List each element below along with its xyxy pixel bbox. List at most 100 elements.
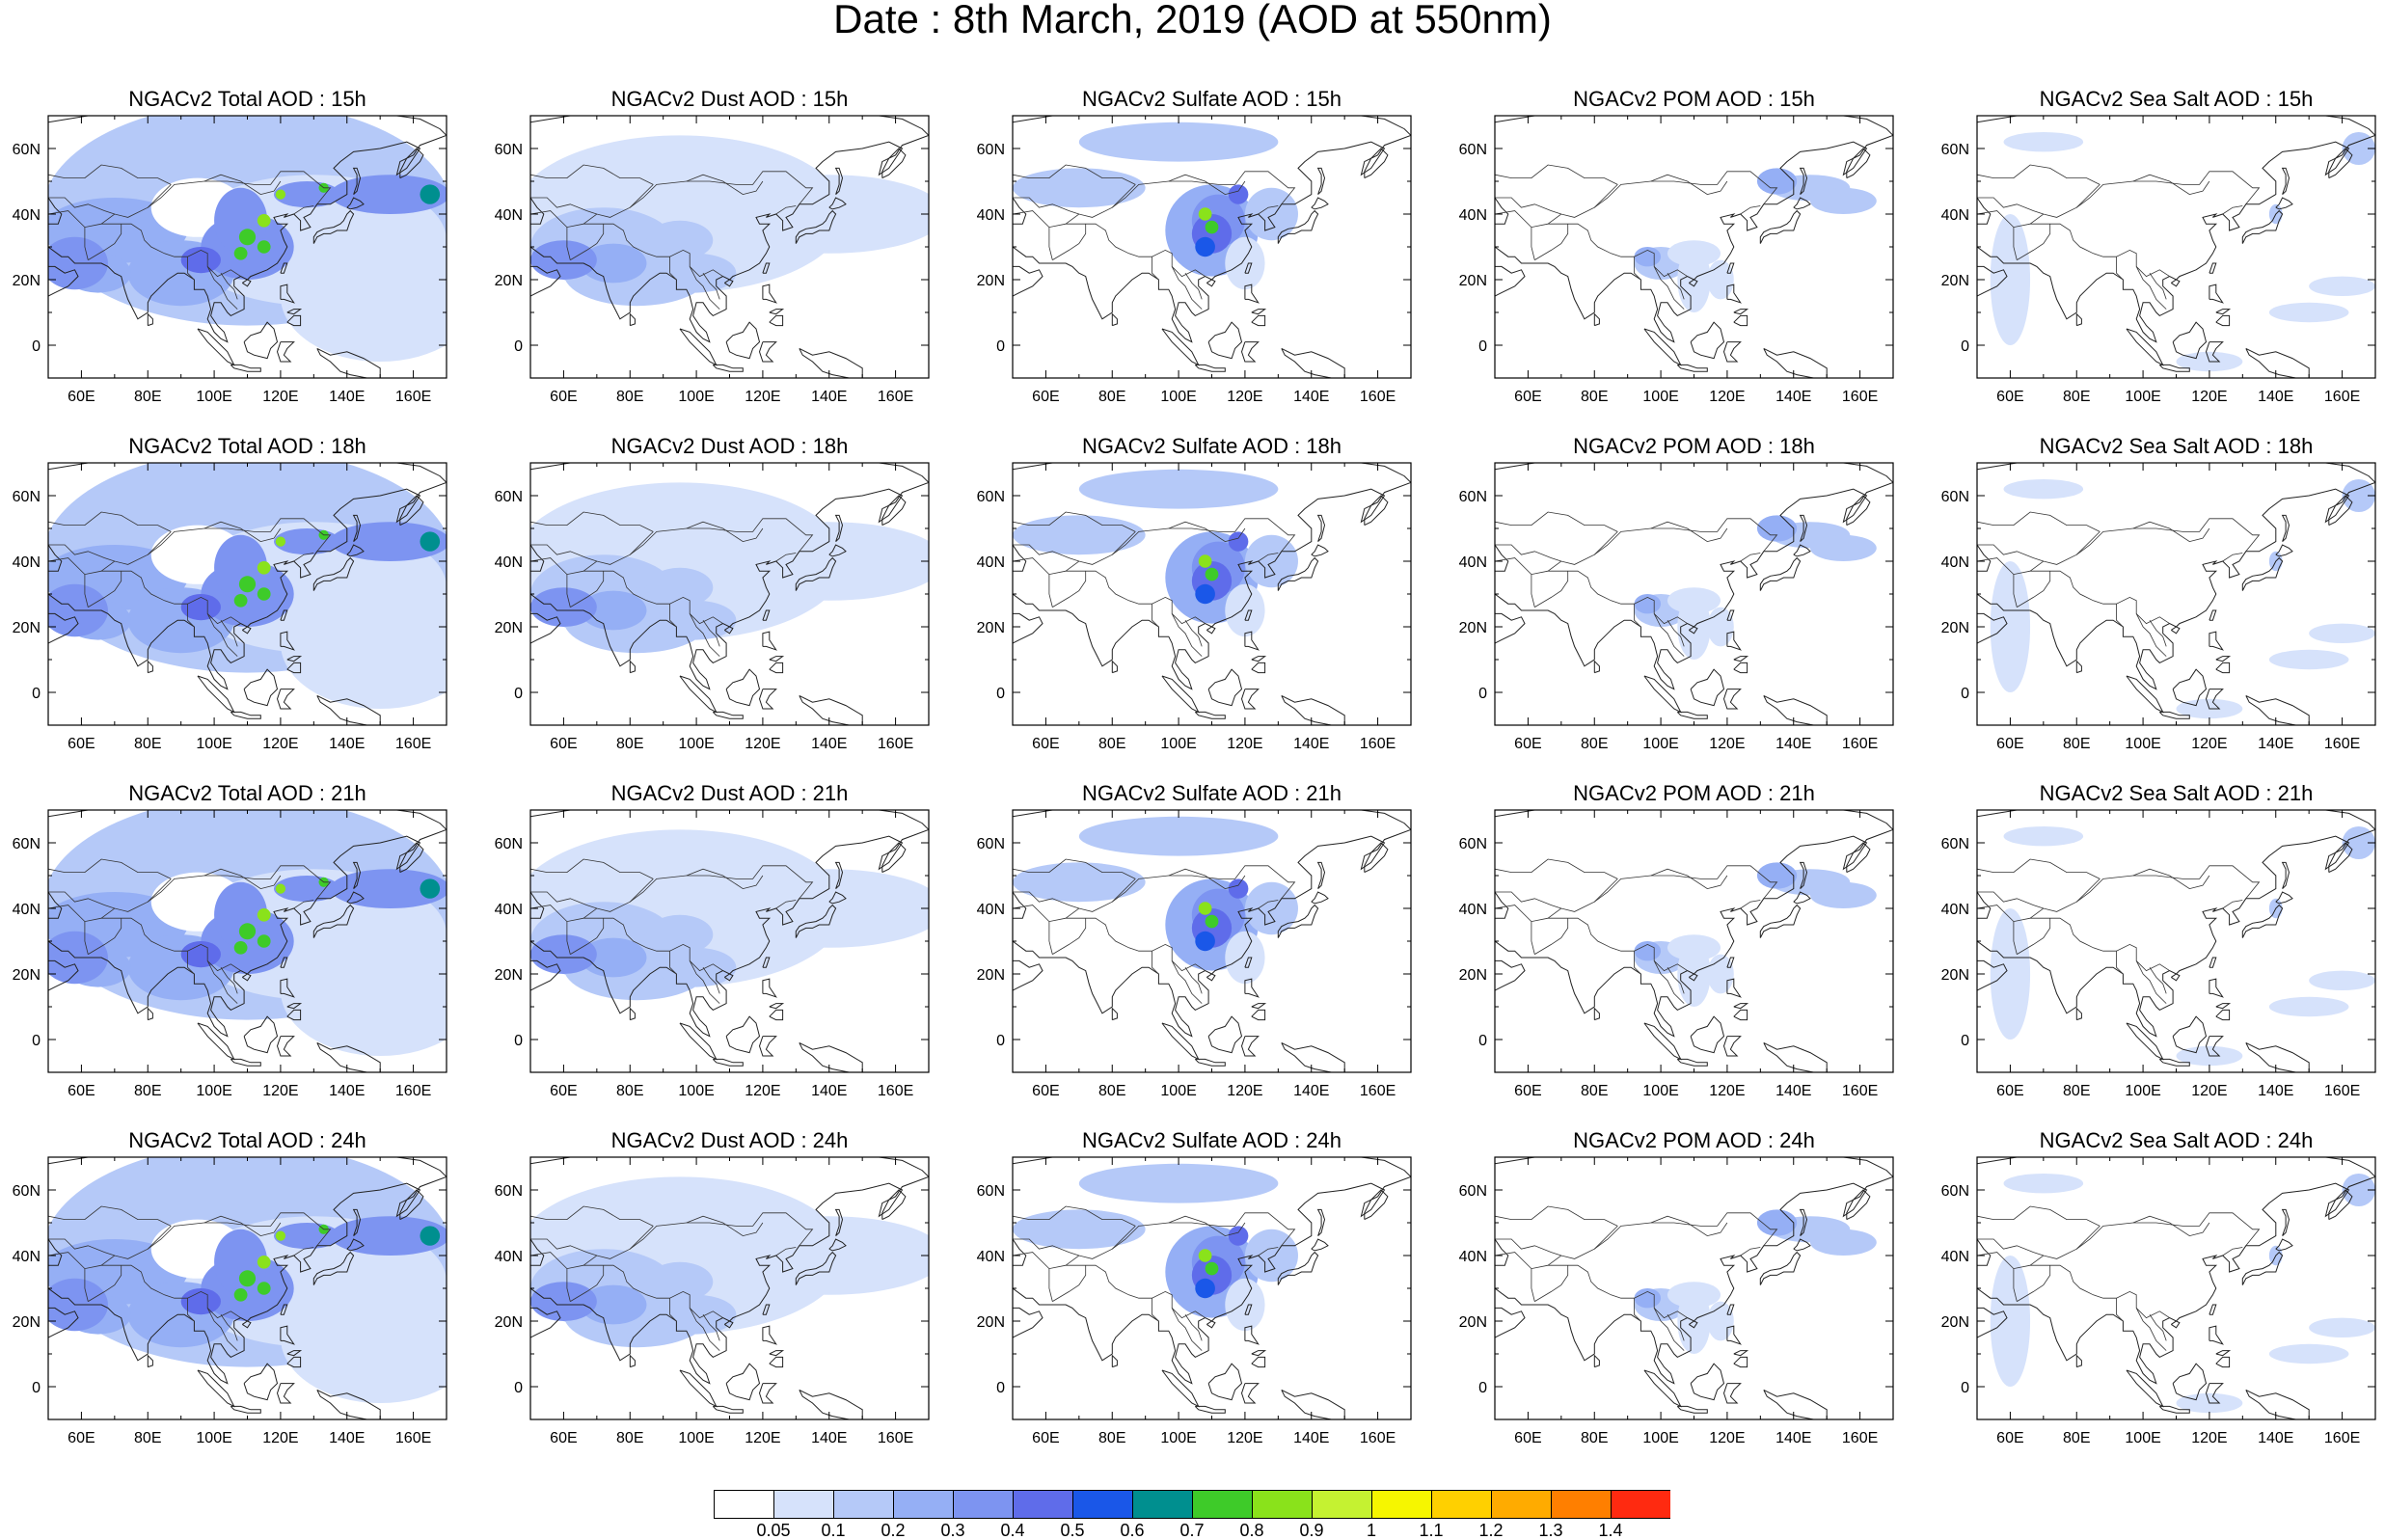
colorbar-tick-label: 1.1: [1419, 1521, 1444, 1540]
coastline-layer: [1977, 463, 2375, 725]
lat-tick-label: 60N: [1941, 1183, 1969, 1200]
lat-tick-label: 60N: [1459, 836, 1487, 852]
aod-map: 60E 80E 100E 120E 140E 160E 60N 40N 20N 0: [13, 1156, 447, 1446]
aod-shade-region: [530, 1282, 597, 1321]
aod-shade-region: [1228, 531, 1249, 552]
aod-map: 60E 80E 100E 120E 140E 160E 60N 40N 20N 0: [1459, 1156, 1894, 1446]
lon-tick-label: 100E: [678, 1083, 714, 1099]
lon-tick-label: 80E: [616, 736, 643, 752]
aod-shade-region: [1809, 534, 1877, 561]
lat-tick-label: 20N: [13, 967, 41, 984]
aod-shade-region: [2003, 1174, 2084, 1194]
lat-tick-label: 20N: [977, 1314, 1005, 1331]
aod-shade-region: [330, 869, 447, 908]
aod-shade-region: [1228, 184, 1249, 204]
aod-map: 60E 80E 100E 120E 140E 160E 60N 40N 20N 0: [1941, 115, 2376, 405]
lon-tick-label: 60E: [1032, 1430, 1059, 1446]
coastline-layer: [1977, 1157, 2375, 1419]
aod-shade-region: [1013, 168, 1146, 208]
country-borders-layer: [48, 511, 332, 657]
aod-shade-region: [646, 567, 714, 608]
aod-map: 60E 80E 100E 120E 140E 160E 60N 40N 20N 0: [977, 1156, 1412, 1446]
coastline-layer: [48, 116, 447, 378]
coastline-layer: [1495, 1157, 1893, 1419]
lat-tick-label: 40N: [495, 207, 523, 224]
lon-tick-label: 160E: [878, 389, 913, 405]
lon-tick-label: 160E: [1842, 389, 1878, 405]
panel-title: NGACv2 POM AOD : 21h: [1573, 781, 1815, 805]
lon-tick-label: 80E: [616, 1083, 643, 1099]
aod-shade-region: [420, 878, 441, 899]
lon-tick-label: 80E: [1581, 736, 1608, 752]
lat-tick-label: 40N: [977, 207, 1005, 224]
aod-map: 60E 80E 100E 120E 140E 160E 60N 40N 20N 0: [495, 809, 930, 1099]
lon-tick-label: 160E: [1360, 1083, 1396, 1099]
lon-tick-label: 120E: [1227, 1430, 1262, 1446]
aod-shade-region: [1244, 1229, 1298, 1283]
aod-shade-region: [1195, 236, 1215, 257]
lat-tick-label: 20N: [495, 967, 523, 984]
lon-tick-label: 160E: [1842, 1430, 1878, 1446]
colorbar-tick-label: 0.4: [1000, 1521, 1025, 1540]
coastline-layer: [1977, 810, 2375, 1072]
lon-tick-label: 100E: [196, 389, 231, 405]
colorbar-swatch: [1192, 1490, 1253, 1519]
lat-tick-label: 0: [1961, 686, 1969, 702]
country-borders-layer: [1495, 511, 1778, 657]
lon-tick-label: 120E: [262, 736, 298, 752]
coastline-layer: [1013, 116, 1411, 378]
aod-shade-region: [1225, 236, 1265, 290]
lat-tick-label: 20N: [1459, 1314, 1487, 1331]
map-panel: NGACv2 POM AOD : 24h 60E 80E 100E 120E 140E 16…: [1454, 1124, 1912, 1481]
lon-tick-label: 160E: [2324, 1083, 2360, 1099]
aod-shade-region: [1756, 515, 1798, 542]
panel-title: NGACv2 POM AOD : 18h: [1573, 434, 1815, 458]
aod-shade-region: [1205, 914, 1219, 929]
lat-tick-label: 0: [514, 1380, 523, 1396]
lon-tick-label: 160E: [878, 1083, 913, 1099]
map-panel: NGACv2 POM AOD : 15h 60E 80E 100E 120E 140E 16…: [1454, 83, 1912, 440]
colorbar-swatch: [1431, 1490, 1492, 1519]
aod-shade-region: [257, 587, 271, 601]
lat-tick-label: 60N: [1941, 836, 1969, 852]
map-panel: NGACv2 Sea Salt AOD : 21h 60E 80E 100E 120E 1…: [1937, 777, 2385, 1134]
aod-shade-region: [1809, 881, 1877, 908]
aod-shade-region: [2003, 479, 2084, 500]
lon-tick-label: 80E: [134, 1083, 161, 1099]
aod-shade-region: [2342, 826, 2375, 859]
country-borders-layer: [1013, 164, 1296, 310]
lat-tick-label: 60N: [977, 489, 1005, 505]
aod-shade-region: [233, 247, 248, 260]
lat-tick-label: 40N: [1459, 1249, 1487, 1265]
lon-tick-label: 60E: [1996, 736, 2023, 752]
map-panel: NGACv2 Sulfate AOD : 18h 60E 80E 100E 120E 14…: [972, 430, 1430, 787]
lat-tick-label: 20N: [13, 620, 41, 636]
lat-tick-label: 20N: [1941, 967, 1969, 984]
aod-shade-region: [180, 941, 221, 968]
lon-tick-label: 160E: [395, 1083, 431, 1099]
panel-title: NGACv2 Sulfate AOD : 15h: [1081, 87, 1342, 111]
lat-tick-label: 20N: [1941, 273, 1969, 289]
map-panel: NGACv2 Sulfate AOD : 15h 60E 80E 100E 120E 14…: [972, 83, 1430, 440]
lat-tick-label: 60N: [977, 142, 1005, 158]
lat-tick-label: 20N: [1459, 273, 1487, 289]
lon-tick-label: 60E: [68, 1083, 95, 1099]
lon-tick-label: 60E: [1996, 389, 2023, 405]
lon-tick-label: 120E: [1709, 1430, 1745, 1446]
panel-title: NGACv2 POM AOD : 15h: [1573, 87, 1815, 111]
aod-shade-region: [2342, 479, 2375, 512]
lon-tick-label: 80E: [134, 1430, 161, 1446]
aod-shade-region: [257, 240, 271, 254]
lat-tick-label: 0: [1478, 338, 1487, 355]
lon-tick-label: 60E: [550, 1430, 577, 1446]
coastline-layer: [1977, 116, 2375, 378]
colorbar-swatch: [1072, 1490, 1133, 1519]
coastline-layer: [530, 116, 929, 378]
colorbar-tick-label: 1.4: [1598, 1521, 1623, 1540]
aod-shade-region: [1198, 902, 1212, 915]
lon-tick-label: 80E: [1098, 1083, 1125, 1099]
aod-shade-region: [280, 230, 447, 362]
lon-tick-label: 100E: [1160, 736, 1196, 752]
lon-tick-label: 120E: [1709, 1083, 1745, 1099]
colorbar-tick-label: 0.8: [1239, 1521, 1264, 1540]
